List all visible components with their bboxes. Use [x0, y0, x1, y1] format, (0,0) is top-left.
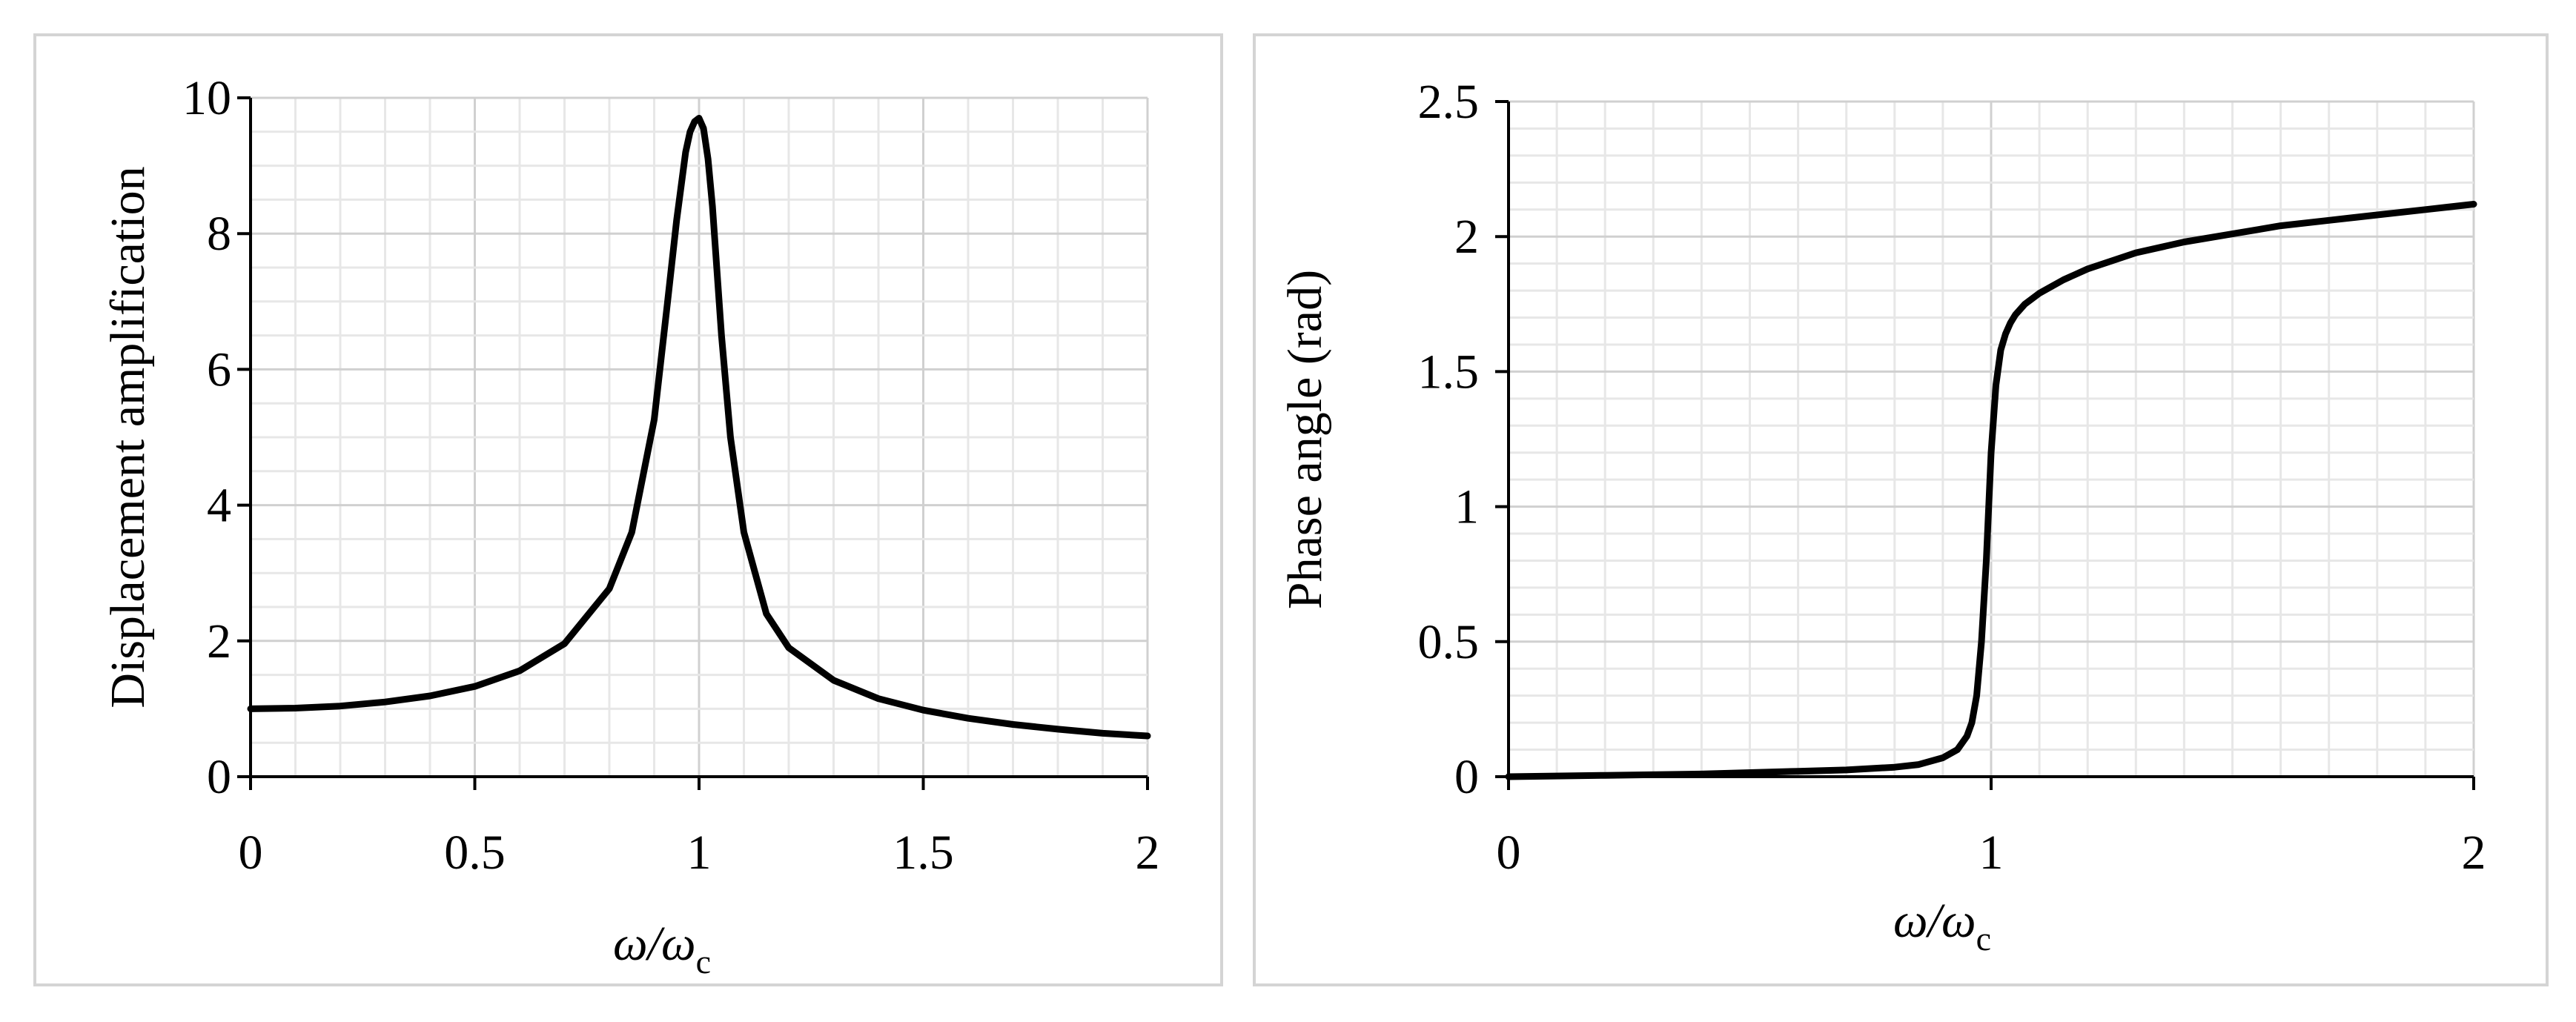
y-tick-label: 10: [182, 71, 231, 125]
x-axis-title: ω/ωc: [613, 917, 711, 980]
y-tick-label: 1.5: [1418, 345, 1480, 399]
x-tick-label: 0: [1497, 826, 1521, 880]
x-tick-label: 1: [687, 826, 712, 880]
series-line: [1505, 201, 2477, 780]
y-tick-label: 0: [1454, 750, 1479, 804]
y-tick-label: 1: [1454, 480, 1479, 534]
gridlines: [249, 96, 1149, 778]
y-axis-title: Phase angle (rad): [1278, 270, 1332, 609]
x-tick-label: 0: [239, 826, 263, 880]
x-axis-title-main: ω/ω: [613, 917, 696, 971]
series-line: [247, 115, 1151, 740]
y-axis-title: Displacement amplification: [101, 166, 155, 708]
x-tick-label: 2: [1136, 826, 1160, 880]
y-tick-label: 0.5: [1418, 615, 1480, 669]
y-tick-label: 6: [207, 342, 231, 396]
y-tick-label: 8: [207, 207, 231, 261]
x-axis-title-subscript: c: [1976, 920, 1991, 958]
x-axis-title-main: ω/ω: [1893, 894, 1976, 948]
left-panel-frame: [33, 33, 1223, 986]
x-tick-label: 1: [1979, 826, 2004, 880]
phase-angle-chart: 0 1 2 0 0.5 1 1.5 2 2.5 ω/ωc Phase angle (rad): [1278, 75, 2486, 958]
displacement-amplification-chart: 0 0.5 1 1.5 2 0 2 4 6 8 10 ω/ωc Displacement amplifi…: [101, 71, 1160, 980]
x-axis-title: ω/ωc: [1893, 894, 1991, 958]
y-tick-label: 4: [207, 479, 231, 533]
x-axis-title-subscript: c: [696, 943, 711, 980]
x-tick-label: 2: [2462, 826, 2486, 880]
right-panel-frame: [1253, 33, 2549, 986]
x-tick-label: 1.5: [893, 826, 954, 880]
y-tick-label: 2.5: [1418, 75, 1480, 129]
y-tick-label: 0: [207, 750, 231, 804]
x-tick-label: 0.5: [444, 826, 506, 880]
y-tick-label: 2: [207, 614, 231, 668]
y-tick-label: 2: [1454, 210, 1479, 264]
